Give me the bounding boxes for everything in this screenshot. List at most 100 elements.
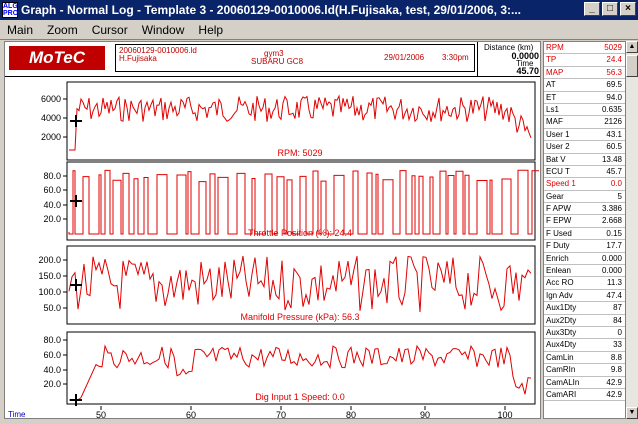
y-tick-label: 40.0 xyxy=(43,200,61,210)
close-button[interactable]: × xyxy=(620,2,636,16)
channel-value: 2.668 xyxy=(601,216,622,226)
y-tick-label: 60.0 xyxy=(43,185,61,195)
y-tick-label: 20.0 xyxy=(43,379,61,389)
channel-value: 60.5 xyxy=(606,142,622,152)
channel-name: AT xyxy=(546,80,556,90)
y-tick-label: 80.0 xyxy=(43,335,61,345)
menu-window[interactable]: Window xyxy=(141,22,185,37)
channel-row[interactable]: User 2 60.5 xyxy=(544,141,625,154)
channel-value: 42.9 xyxy=(606,389,622,399)
y-tick-label: 80.0 xyxy=(43,171,61,181)
channel-value: 0.000 xyxy=(601,253,622,263)
channel-row[interactable]: ET 94.0 xyxy=(544,92,625,104)
y-tick-label: 6000 xyxy=(41,94,61,104)
channel-row[interactable]: F Duty 17.7 xyxy=(544,240,625,253)
x-tick-label: 90 xyxy=(420,410,430,418)
log-info-box: 20060129-0010006.ld H.Fujisaka gym3 SUBA… xyxy=(115,44,475,72)
channel-value: 0.000 xyxy=(601,266,622,276)
channel-row[interactable]: User 1 43.1 xyxy=(544,129,625,142)
channel-row[interactable]: F EPW 2.668 xyxy=(544,215,625,228)
graph-panel[interactable] xyxy=(66,81,536,161)
graph-panel[interactable] xyxy=(66,161,536,241)
channel-row[interactable]: TP 24.4 xyxy=(544,54,625,67)
channel-row[interactable]: Enlean 0.000 xyxy=(544,265,625,278)
channel-name: TP xyxy=(546,55,557,65)
channel-row[interactable]: Aux4Dty 33 xyxy=(544,339,625,352)
menu-main[interactable]: Main xyxy=(7,22,34,37)
channel-value: 43.1 xyxy=(606,129,622,139)
channel-trace xyxy=(68,254,532,312)
x-tick-label: 100 xyxy=(497,410,512,418)
plots-svg[interactable]: 6000 4000 2000 RPM: 5029 80.0 60.0 40.0 20.0 Thr… xyxy=(5,76,540,418)
channel-name: CamRIn xyxy=(546,365,576,375)
channel-name: MAP xyxy=(546,67,564,77)
menu-help[interactable]: Help xyxy=(198,22,224,37)
channel-row[interactable]: F APW 3.386 xyxy=(544,203,625,216)
channel-row[interactable]: Gear 5 xyxy=(544,191,625,204)
channel-name: Bat V xyxy=(546,154,566,164)
channel-row[interactable]: ECU T 45.7 xyxy=(544,166,625,179)
channel-row[interactable]: Ign Adv 47.4 xyxy=(544,290,625,303)
minimize-button[interactable]: _ xyxy=(584,2,600,16)
graph-panel[interactable] xyxy=(66,331,536,405)
channel-name: Gear xyxy=(546,191,564,201)
channel-trace xyxy=(69,94,532,151)
channel-name: Ign Adv xyxy=(546,290,573,300)
scroll-up-button[interactable]: ▲ xyxy=(626,41,638,53)
log-time: 3:30pm xyxy=(442,53,469,62)
channel-row[interactable]: Enrich 0.000 xyxy=(544,253,625,266)
channel-name: User 2 xyxy=(546,142,570,152)
y-tick-label: 150.0 xyxy=(38,271,61,281)
y-tick-label: 40.0 xyxy=(43,365,61,375)
window-title: Graph - Normal Log - Template 3 - 200601… xyxy=(21,3,521,17)
maximize-button[interactable]: □ xyxy=(602,2,618,16)
channel-value: 0.635 xyxy=(601,104,622,114)
channel-row[interactable]: CamLin 8.8 xyxy=(544,352,625,365)
channel-trace xyxy=(69,344,532,401)
channel-row[interactable]: MAP 56.3 xyxy=(544,67,625,80)
channel-name: RPM xyxy=(546,43,564,52)
y-tick-label: 4000 xyxy=(41,113,61,123)
graph-area[interactable]: MoTeC 20060129-0010006.ld H.Fujisaka gym… xyxy=(4,41,541,419)
channel-row[interactable]: AT 69.5 xyxy=(544,79,625,92)
log-header: MoTeC 20060129-0010006.ld H.Fujisaka gym… xyxy=(5,42,540,77)
scroll-down-button[interactable]: ▼ xyxy=(626,407,638,419)
channel-name: F Duty xyxy=(546,241,570,251)
channel-row[interactable]: F Used 0.15 xyxy=(544,228,625,241)
channel-name: CamALIn xyxy=(546,377,580,387)
channel-row[interactable]: Aux1Dty 87 xyxy=(544,302,625,315)
channel-row[interactable]: Ls1 0.635 xyxy=(544,104,625,117)
channel-name: Enrich xyxy=(546,253,569,263)
channel-row[interactable]: CamARI 42.9 xyxy=(544,389,625,402)
channel-row[interactable]: Aux2Dty 84 xyxy=(544,315,625,327)
channel-row[interactable]: RPM 5029 xyxy=(544,42,625,55)
channel-list[interactable]: RPM 5029 TP 24.4 MAP 56.3 AT 69.5 ET 94.0 Ls1 0.635… xyxy=(543,41,626,419)
menu-zoom[interactable]: Zoom xyxy=(47,22,78,37)
channel-row[interactable]: CamALIn 42.9 xyxy=(544,377,625,389)
channel-name: F APW xyxy=(546,204,571,214)
scroll-thumb[interactable] xyxy=(626,55,638,77)
channel-name: Acc RO xyxy=(546,278,574,288)
channel-scrollbar[interactable]: ▲ ▼ xyxy=(626,41,638,419)
graph-label: Dig Input 1 Speed: 0.0 xyxy=(255,392,345,402)
channel-value: 9.8 xyxy=(610,365,622,375)
channel-row[interactable]: Aux3Dty 0 xyxy=(544,327,625,340)
channel-name: Speed 1 xyxy=(546,179,576,189)
channel-row[interactable]: MAF 2126 xyxy=(544,116,625,129)
channel-row[interactable]: CamRIn 9.8 xyxy=(544,364,625,377)
channel-value: 3.386 xyxy=(601,204,622,214)
channel-row[interactable]: Speed 1 0.0 xyxy=(544,178,625,191)
channel-value: 24.4 xyxy=(606,55,622,65)
channel-value: 0 xyxy=(617,327,622,337)
menu-cursor[interactable]: Cursor xyxy=(91,22,128,37)
channel-name: MAF xyxy=(546,117,563,127)
y-tick-label: 50.0 xyxy=(43,303,61,313)
channel-row[interactable]: Bat V 13.48 xyxy=(544,154,625,166)
channel-row[interactable]: Acc RO 11.3 xyxy=(544,277,625,290)
channel-name: CamLin xyxy=(546,352,574,362)
log-date: 29/01/2006 xyxy=(384,53,425,62)
channel-value: 56.3 xyxy=(606,67,622,77)
channel-name: ET xyxy=(546,92,557,102)
motec-logo: MoTeC xyxy=(9,46,105,70)
y-tick-label: 2000 xyxy=(41,132,61,142)
